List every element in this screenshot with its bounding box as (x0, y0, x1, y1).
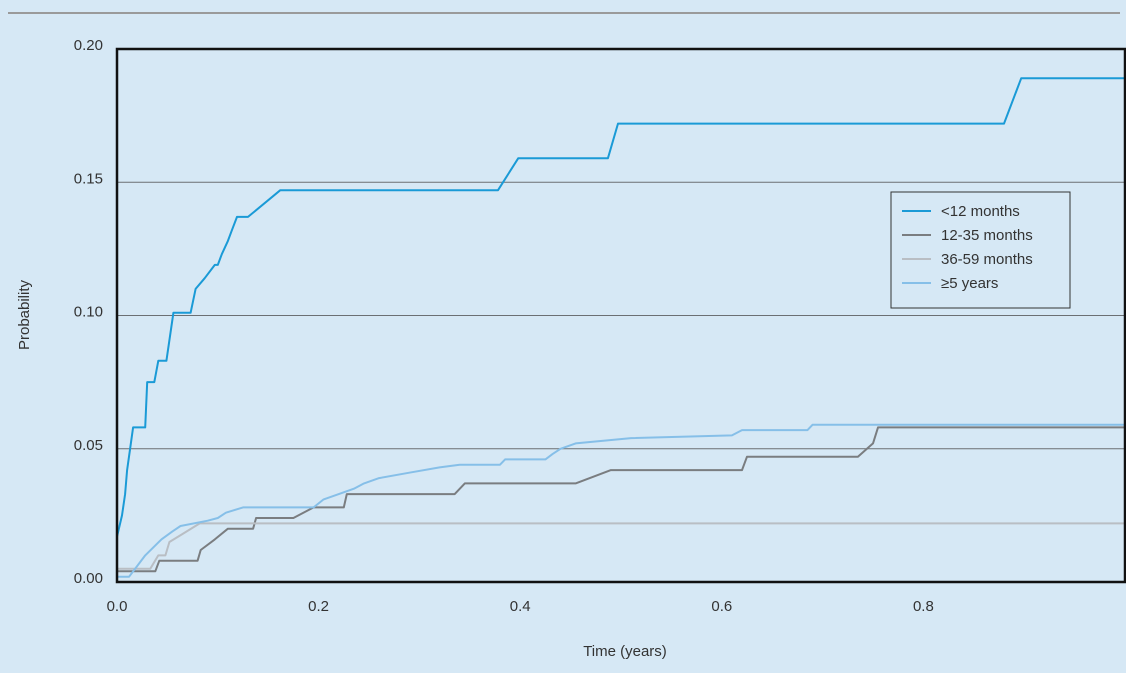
x-tick-label: 0.4 (510, 598, 531, 615)
y-tick-layer: 0.00 0.05 0.10 0.15 0.20 (74, 37, 103, 587)
x-tick-label: 0.0 (107, 598, 128, 615)
x-tick-label: 0.6 (711, 598, 732, 615)
series-line-2 (117, 426, 1125, 573)
legend-label-4: ≥5 years (941, 275, 998, 292)
x-tick-layer: 0.0 0.2 0.4 0.6 0.8 (107, 598, 934, 615)
x-tick-label: 0.8 (913, 598, 934, 615)
legend-label-1: <12 months (941, 203, 1020, 220)
y-tick-label: 0.00 (74, 570, 103, 587)
series-layer (116, 77, 1125, 578)
legend: <12 months 12-35 months 36-59 months ≥5 yea… (890, 191, 1071, 309)
grid-layer (117, 181, 1125, 450)
y-tick-label: 0.15 (74, 170, 103, 187)
x-axis-title: Time (years) (583, 643, 667, 660)
legend-label-2: 12-35 months (941, 227, 1033, 244)
legend-items: <12 months 12-35 months 36-59 months ≥5 yea… (902, 203, 1033, 292)
legend-label-3: 36-59 months (941, 251, 1033, 268)
series-line-1 (116, 77, 1125, 537)
plot-frame (115, 47, 1126, 584)
series-line-3 (117, 522, 1125, 570)
y-axis-title: Probability (16, 279, 33, 350)
series-line-4 (117, 423, 1125, 578)
y-tick-label: 0.05 (74, 437, 103, 454)
y-tick-label: 0.20 (74, 37, 103, 54)
x-tick-label: 0.2 (308, 598, 329, 615)
y-tick-label: 0.10 (74, 304, 103, 321)
